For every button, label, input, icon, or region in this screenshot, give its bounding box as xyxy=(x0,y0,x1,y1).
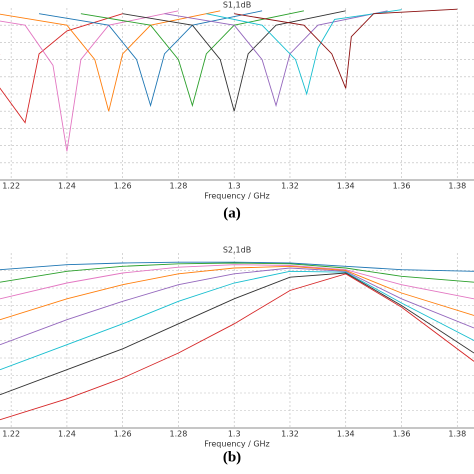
chart: 1.22 1.24 1.26 1.28 1.3 1.32 1.34 1.36 1.38 S2,1d… xyxy=(0,246,474,465)
series-line xyxy=(0,267,474,346)
x-tick-label: 1.3 xyxy=(228,182,241,191)
caption: (b) xyxy=(223,449,241,465)
series-line xyxy=(234,8,458,89)
x-tick-label: 1.22 xyxy=(2,430,20,439)
series-line xyxy=(0,262,474,283)
series-line xyxy=(0,13,123,124)
x-axis-label: Frequency / GHz xyxy=(204,192,270,201)
series-line xyxy=(0,272,474,396)
x-tick-label: 1.26 xyxy=(114,430,132,439)
caption: (a) xyxy=(223,205,241,221)
chart: 1.22 1.24 1.26 1.28 1.3 1.32 1.34 1.36 1.38 S1,1d… xyxy=(0,1,474,221)
x-tick-label: 1.32 xyxy=(281,430,299,439)
x-tick-label: 1.24 xyxy=(58,182,76,191)
series-line xyxy=(0,261,474,272)
series-line xyxy=(0,10,221,112)
x-tick-label: 1.38 xyxy=(448,182,466,191)
x-tick-label: 1.28 xyxy=(170,430,188,439)
x-tick-label: 1.36 xyxy=(393,430,411,439)
chart-title: S2,1dB xyxy=(223,246,251,255)
x-tick-label: 1.32 xyxy=(281,182,299,191)
x-tick-label: 1.38 xyxy=(448,430,466,439)
x-tick-label: 1.34 xyxy=(337,430,355,439)
x-tick-label: 1.26 xyxy=(114,182,132,191)
x-tick-label: 1.24 xyxy=(58,430,76,439)
x-tick-label: 1.22 xyxy=(2,182,20,191)
chart-title: S1,1dB xyxy=(223,1,251,10)
series-line xyxy=(122,10,346,112)
x-tick-label: 1.3 xyxy=(228,430,241,439)
series-line xyxy=(0,264,474,300)
series-line xyxy=(164,10,388,108)
series-line xyxy=(0,10,179,152)
series-line xyxy=(0,265,474,321)
x-axis-label: Frequency / GHz xyxy=(204,440,270,449)
series-line xyxy=(206,9,402,96)
x-tick-label: 1.28 xyxy=(170,182,188,191)
x-tick-label: 1.34 xyxy=(337,182,355,191)
x-tick-label: 1.36 xyxy=(393,182,411,191)
series-line xyxy=(0,273,474,421)
series-line xyxy=(0,270,474,371)
